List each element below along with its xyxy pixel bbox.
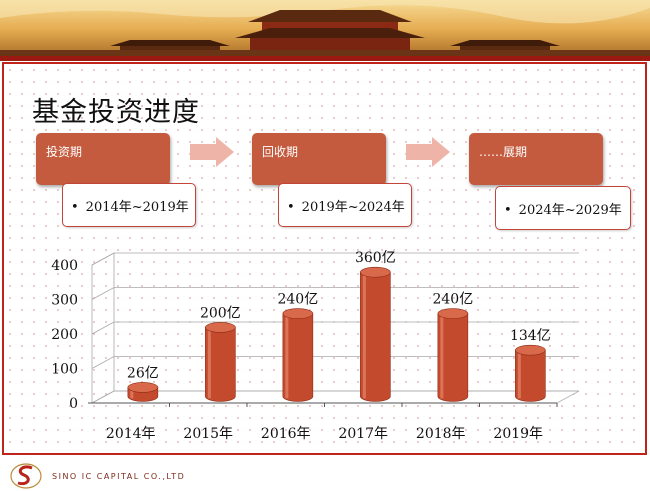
- gridline: [91, 252, 579, 266]
- page-title: 基金投资进度: [32, 97, 200, 128]
- phase-invest-box: 投资期: [36, 133, 170, 185]
- y-tick-label: 200: [51, 327, 78, 343]
- x-tick-label: 2016年: [261, 426, 311, 442]
- phase-extension-box: ……展期: [469, 133, 603, 185]
- period-text: 2024年~2029年: [518, 203, 622, 218]
- arrow-right-icon: [406, 137, 450, 167]
- period-box-extension: • 2024年~2029年: [495, 186, 631, 230]
- bar-top: [437, 308, 469, 319]
- bar-top: [282, 308, 314, 319]
- period-text: 2014年~2019年: [85, 200, 189, 215]
- phase-recovery-box: 回收期: [252, 133, 386, 185]
- bar: [205, 327, 236, 402]
- y-tick-label: 400: [51, 258, 78, 274]
- bar: [360, 271, 391, 402]
- gridline: [91, 321, 579, 335]
- chart-floor: [91, 390, 580, 404]
- data-label: 360亿: [355, 250, 396, 266]
- x-tick-label: 2019年: [493, 426, 543, 442]
- bar: [282, 313, 314, 402]
- palace-illustration: [0, 0, 650, 58]
- data-label: 240亿: [432, 292, 473, 308]
- phase-label: 回收期: [262, 145, 299, 159]
- bullet-icon: •: [287, 200, 295, 215]
- gridline: [91, 287, 579, 300]
- y-tick-label: 0: [69, 396, 78, 412]
- company-logo: [10, 463, 42, 489]
- header-red-bar: [0, 56, 650, 61]
- bar: [515, 349, 546, 402]
- period-text: 2019年~2024年: [301, 200, 405, 215]
- data-label: 200亿: [200, 305, 241, 321]
- bar-top: [205, 322, 236, 333]
- phase-label: 投资期: [46, 145, 83, 159]
- arrow-right-icon: [190, 137, 234, 167]
- bar-top: [127, 382, 159, 393]
- y-tick-label: 100: [51, 362, 78, 378]
- header-banner: [0, 0, 650, 58]
- period-box-recovery: • 2019年~2024年: [278, 183, 412, 227]
- bullet-icon: •: [71, 200, 79, 215]
- company-name: SINO IC CAPITAL CO.,LTD: [52, 472, 186, 481]
- x-tick-label: 2018年: [416, 426, 466, 442]
- bullet-icon: •: [504, 203, 512, 218]
- x-tick-label: 2015年: [183, 426, 233, 442]
- bar: [437, 313, 469, 402]
- x-tick-label: 2014年: [106, 426, 156, 442]
- investment-bar-chart: 0 100 200 300 400 26亿 2014年 200亿 2015年 240亿 2016年 3…: [51, 250, 580, 442]
- bar-top: [360, 266, 391, 278]
- bar-top: [515, 344, 546, 356]
- footer: [0, 458, 650, 491]
- chart-side-wall: [91, 252, 115, 403]
- y-tick-label: 300: [51, 293, 78, 309]
- data-label: 26亿: [127, 365, 159, 381]
- period-box-invest: • 2014年~2019年: [62, 183, 196, 227]
- data-label: 134亿: [510, 328, 551, 344]
- x-tick-label: 2017年: [338, 426, 388, 442]
- phase-label: ……展期: [479, 145, 528, 159]
- gridline: [91, 356, 579, 369]
- data-label: 240亿: [277, 292, 318, 308]
